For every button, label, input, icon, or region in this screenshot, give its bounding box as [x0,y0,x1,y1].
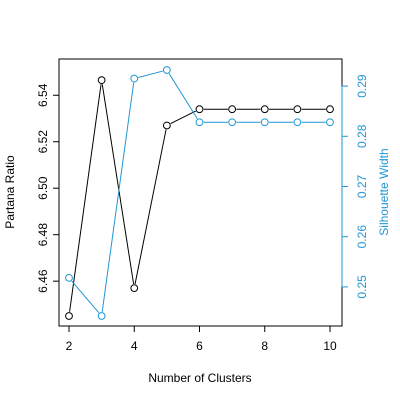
data-point [65,273,73,282]
series-line-segment [71,280,100,314]
x-axis-label: Number of Clusters [148,371,251,385]
series-layer [65,66,334,320]
series-line-segment [134,129,167,285]
data-point [260,118,269,127]
series-line-segment [168,73,198,119]
data-point [97,76,106,85]
data-point [65,312,73,320]
y-left-axis: 6.46 6.48 6.50 6.52 6.54 [36,83,59,293]
y-left-tick-label: 6.52 [36,130,50,154]
data-point [293,105,302,114]
data-point [195,105,204,114]
x-axis: 2 4 6 8 10 [66,326,337,353]
y-left-tick-label: 6.54 [36,83,50,107]
y-left-tick-label: 6.50 [36,176,50,200]
data-point [326,105,334,114]
data-point [326,118,334,127]
series-right [65,66,334,320]
data-point [97,312,106,320]
y-left-tick-label: 6.46 [36,269,50,293]
data-point [195,118,204,127]
x-tick-label: 8 [261,339,268,353]
data-point [162,121,171,130]
x-tick-label: 2 [66,339,73,353]
y-left-axis-label: Partana Ratio [3,155,17,229]
series-line-segment [101,82,135,312]
series-left [65,76,334,320]
y-right-tick-label: 0.28 [355,124,369,148]
plot-frame [58,58,343,327]
data-point [130,74,139,83]
x-tick-label: 6 [196,339,203,353]
x-tick-label: 10 [323,339,337,353]
y-left-tick-label: 6.48 [36,223,50,247]
y-right-axis: 0.25 0.26 0.27 0.28 0.29 [341,74,369,299]
data-point [130,284,139,293]
series-line-segment [170,110,196,125]
series-line-segment [138,70,163,78]
series-line-segment [101,84,135,285]
data-point [228,105,237,114]
data-point [228,118,237,127]
series-line-segment [69,84,102,312]
y-right-tick-label: 0.27 [355,174,369,198]
y-right-tick-label: 0.29 [355,74,369,98]
data-point [293,118,302,127]
x-tick-label: 4 [131,339,138,353]
y-right-axis-label: Silhouette Width [377,148,391,235]
data-point [260,105,269,114]
y-right-tick-label: 0.25 [355,275,369,299]
data-point [162,66,171,74]
y-right-tick-label: 0.26 [355,225,369,249]
